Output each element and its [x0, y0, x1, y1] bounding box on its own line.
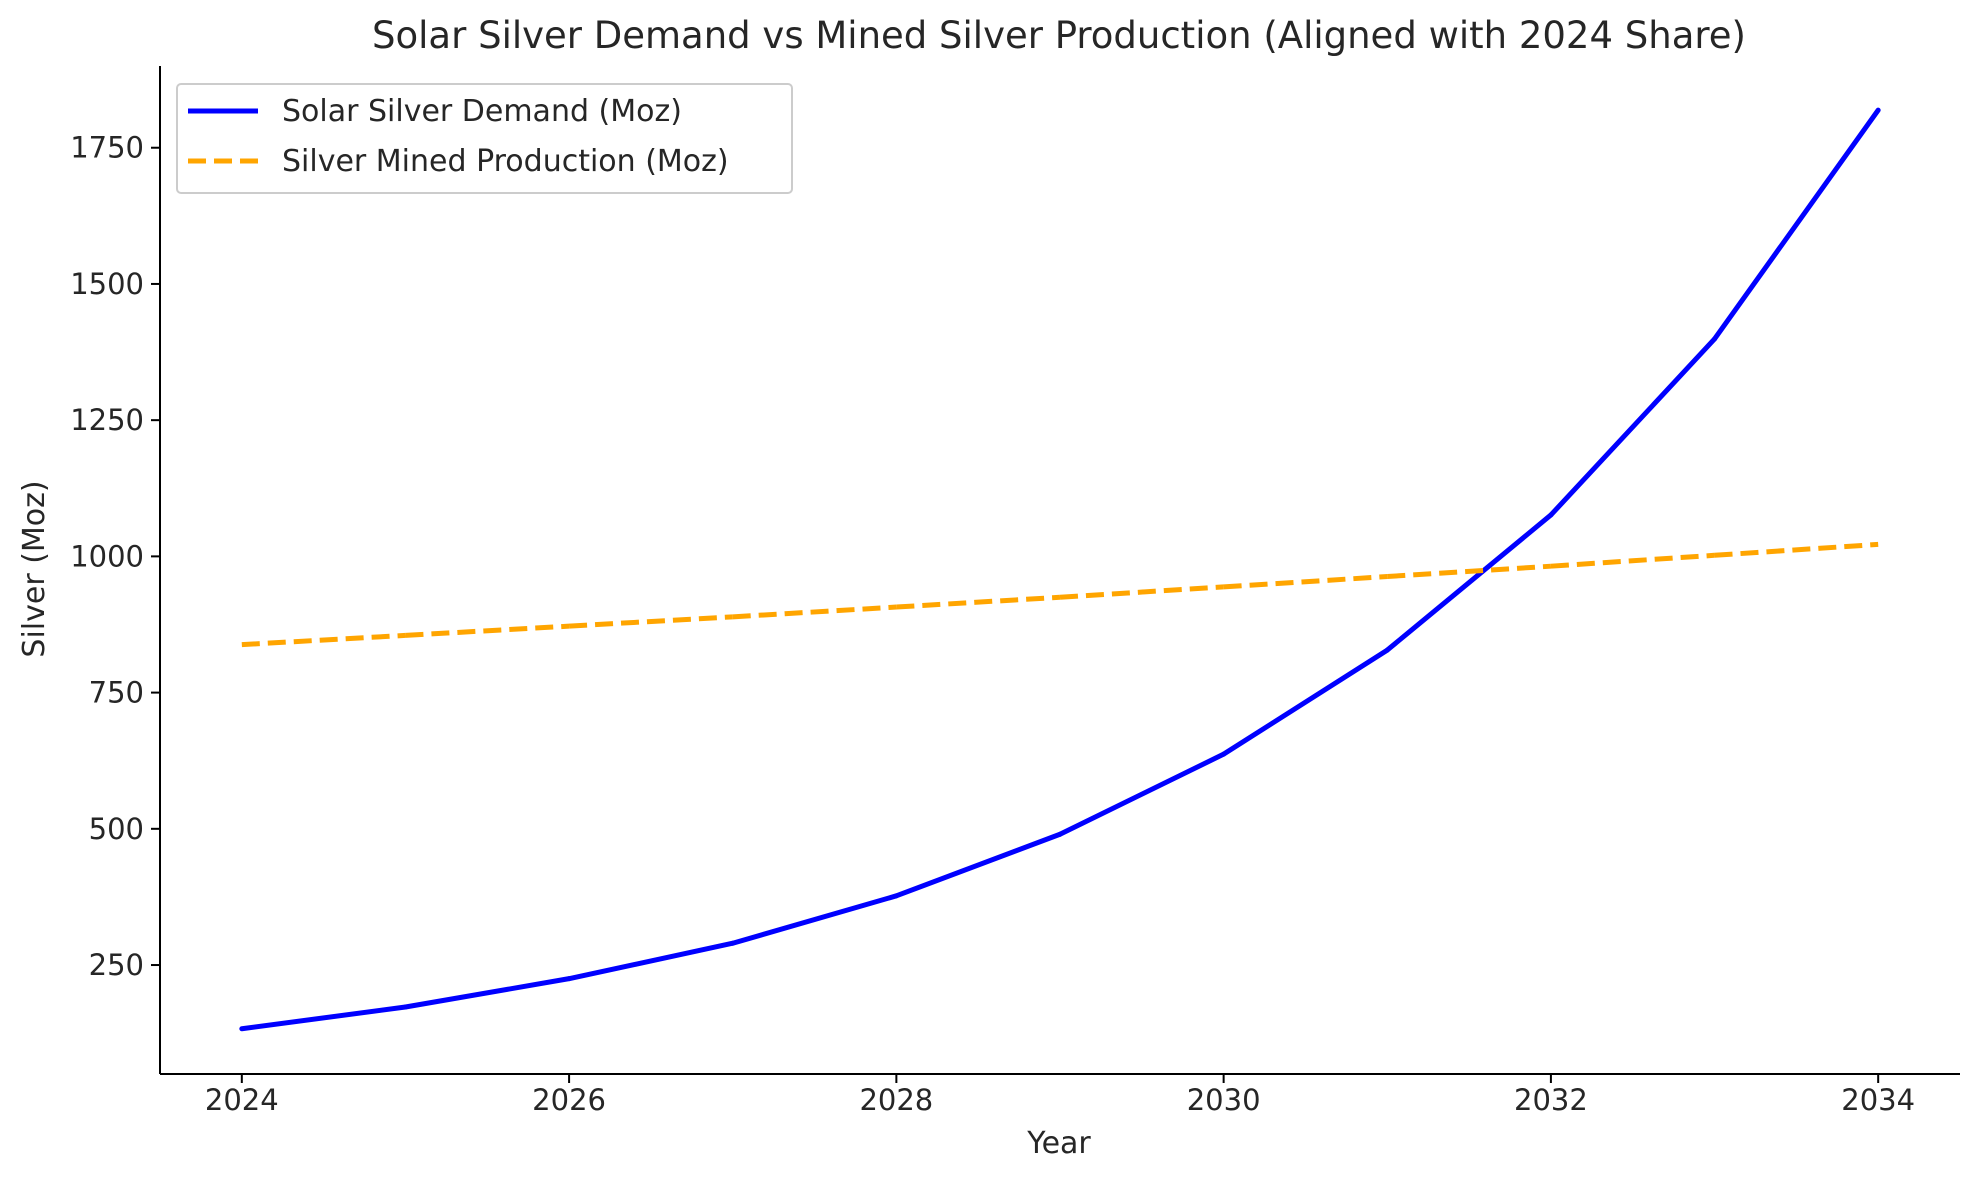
series-1-segment — [405, 979, 569, 1007]
series-2-segment — [1715, 544, 1879, 555]
series-1 — [242, 110, 1878, 1029]
x-axis-label: Year — [1026, 1126, 1091, 1161]
series-1-segment — [1551, 339, 1715, 515]
x-tick-label: 2032 — [1514, 1083, 1588, 1117]
y-tick-label: 500 — [89, 812, 144, 846]
x-tick-label: 2024 — [205, 1083, 279, 1117]
legend-label: Silver Mined Production (Moz) — [282, 144, 729, 179]
y-axis-label: Silver (Moz) — [17, 480, 52, 657]
legend: Solar Silver Demand (Moz) Silver Mined Pr… — [177, 84, 792, 193]
series-1-segment — [1715, 110, 1879, 339]
series-2-segment — [1551, 555, 1715, 566]
series-2-segment — [1387, 566, 1551, 576]
series-2-segment — [733, 607, 897, 617]
series-1-segment — [1224, 650, 1388, 754]
series-2-segment — [896, 597, 1060, 607]
series-1-segment — [1060, 754, 1224, 834]
x-tick-label: 2028 — [859, 1083, 933, 1117]
series-2-segment — [405, 626, 569, 635]
series-2 — [242, 544, 1878, 644]
y-tick-label: 250 — [89, 948, 144, 982]
series-1-segment — [569, 943, 733, 978]
y-tick-label: 750 — [89, 676, 144, 710]
legend-label: Solar Silver Demand (Moz) — [282, 94, 682, 129]
series-2-segment — [569, 617, 733, 626]
series-1-segment — [242, 1007, 406, 1029]
y-tick-label: 1750 — [70, 131, 144, 165]
series-1-segment — [1387, 515, 1551, 650]
series-1-segment — [733, 896, 897, 943]
series-2-segment — [1224, 577, 1388, 587]
y-tick-label: 1250 — [70, 403, 144, 437]
y-tick-label: 1500 — [70, 267, 144, 301]
axes: 2024 2026 2028 2030 2032 2034 250 500 750 1000 125… — [70, 66, 1960, 1117]
x-tick-label: 2034 — [1841, 1083, 1915, 1117]
x-tick-label: 2026 — [532, 1083, 606, 1117]
series-1-segment — [896, 834, 1060, 896]
series-layer — [242, 110, 1878, 1029]
series-2-segment — [1060, 587, 1224, 597]
x-tick-label: 2030 — [1187, 1083, 1261, 1117]
series-2-segment — [242, 635, 406, 644]
y-tick-label: 1000 — [70, 539, 144, 573]
chart-title: Solar Silver Demand vs Mined Silver Prod… — [372, 14, 1746, 57]
